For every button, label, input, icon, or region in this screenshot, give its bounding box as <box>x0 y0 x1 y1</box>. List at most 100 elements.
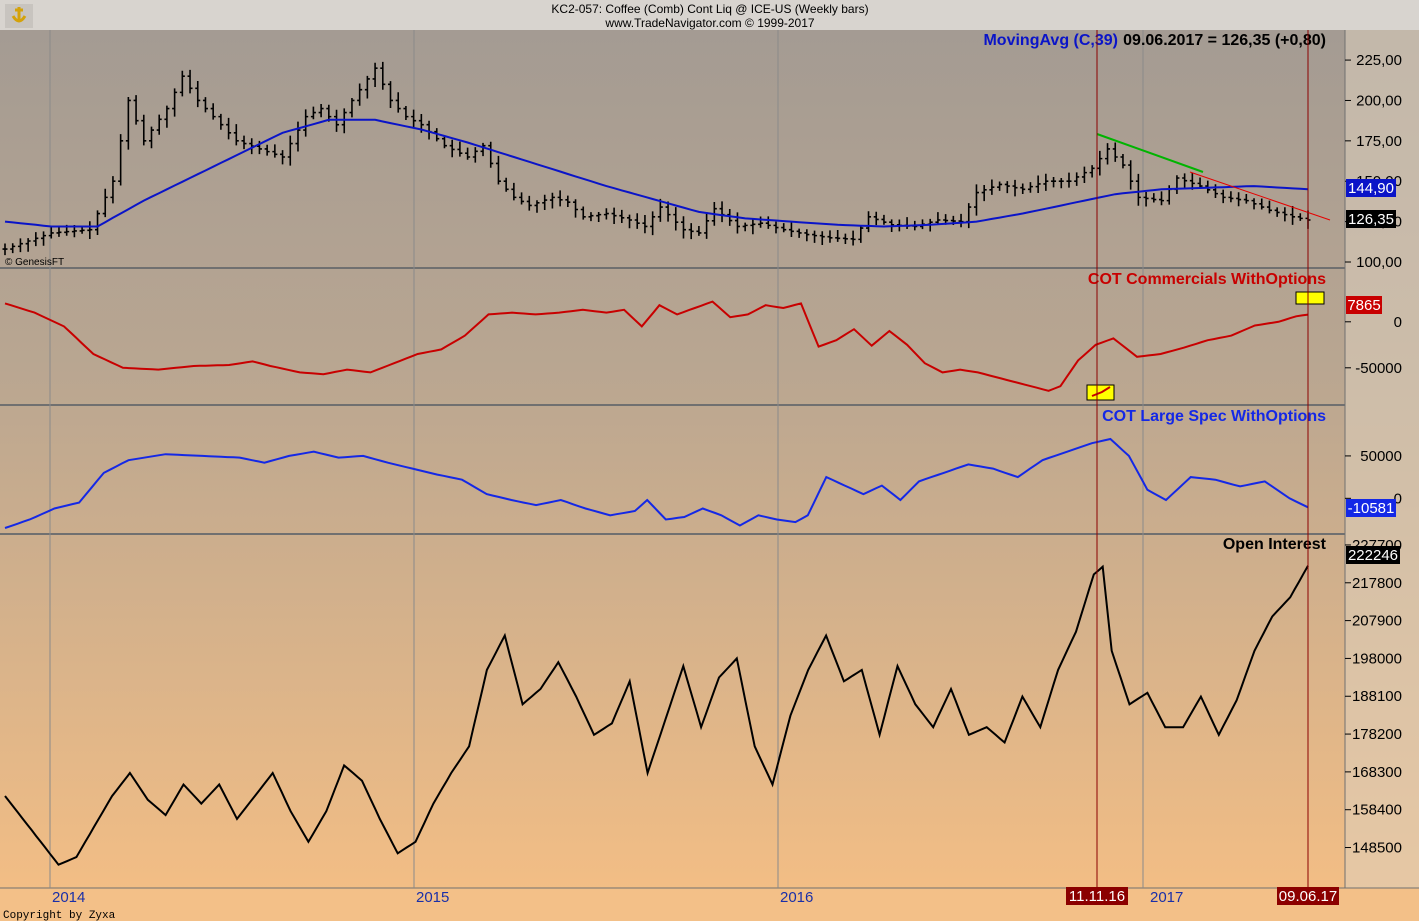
y-tick-label: 148500 <box>1352 840 1402 857</box>
price-bar <box>1081 166 1087 184</box>
copyright: Copyright by Zyxa <box>3 910 116 921</box>
price-bar <box>758 216 764 228</box>
ma-indicator-label: MovingAvg (C,39) <box>983 32 1118 49</box>
price-bar <box>1058 177 1064 189</box>
moving-average-line <box>4 118 1309 228</box>
price-bar <box>411 109 417 128</box>
price-bar <box>372 62 378 87</box>
price-bar <box>17 238 23 253</box>
price-bar <box>788 221 794 238</box>
price-bar <box>449 139 455 158</box>
price-bar <box>989 179 995 195</box>
price-bar <box>2 243 8 256</box>
price-bar <box>1135 173 1141 206</box>
price-bar <box>102 188 108 218</box>
price-bar <box>858 225 864 243</box>
year-separators <box>49 30 1144 888</box>
price-bar <box>997 181 1003 191</box>
price-bar <box>495 155 501 185</box>
price-bar <box>750 218 756 235</box>
price-bar <box>395 92 401 113</box>
price-bar <box>380 61 386 90</box>
chart-source: www.TradeNavigator.com © 1999-2017 <box>604 16 814 30</box>
price-bar <box>133 95 139 125</box>
price-bar <box>148 126 154 149</box>
price-bar <box>241 135 247 150</box>
price-bar <box>804 229 810 242</box>
oi-value-text: 222246 <box>1348 547 1398 564</box>
price-bar <box>1182 173 1188 190</box>
price-bar <box>33 232 39 247</box>
price-bar <box>1151 193 1157 203</box>
price-bar <box>812 230 818 243</box>
price-bar <box>781 223 787 233</box>
price-bar <box>10 243 16 254</box>
ma-value-text: 144,90 <box>1348 180 1394 197</box>
event-date-label-2: 09.06.17 <box>1279 888 1337 905</box>
y-tick-label: 178200 <box>1352 726 1402 743</box>
price-bar <box>842 233 848 244</box>
price-bar <box>480 142 486 157</box>
commercials-high-marker <box>1295 291 1325 305</box>
price-bar <box>511 182 517 201</box>
spec-value-text: -10581 <box>1348 500 1395 517</box>
x-axis-area <box>0 888 1419 921</box>
y-axis-area <box>1345 30 1419 888</box>
price-bar <box>1112 142 1118 162</box>
commercials-line <box>4 300 1309 392</box>
open-interest-label: Open Interest <box>1223 536 1327 553</box>
price-bar <box>187 69 193 94</box>
price-bar <box>1197 177 1203 189</box>
event-date-badge-1 <box>1066 887 1128 905</box>
price-bar <box>87 221 93 240</box>
price-bar <box>519 192 525 205</box>
price-readout: 09.06.2017 = 126,35 (+0,80) <box>1123 32 1326 49</box>
trendline-green <box>1096 133 1204 173</box>
price-value-badge <box>1346 210 1396 228</box>
price-bar <box>634 213 640 229</box>
open-interest-line <box>4 564 1309 866</box>
y-tick-label: 175,00 <box>1356 133 1402 150</box>
price-bar <box>1074 172 1080 186</box>
price-bar <box>1012 179 1018 197</box>
price-bar <box>179 70 185 97</box>
price-bar <box>665 201 671 222</box>
commercials-value-badge <box>1346 296 1382 314</box>
price-bar <box>48 226 54 239</box>
y-tick-label: 200,00 <box>1356 92 1402 109</box>
price-bar <box>25 238 31 252</box>
price-bar <box>95 210 101 235</box>
price-bar <box>503 177 509 192</box>
y-tick-label: -50000 <box>1355 360 1402 377</box>
price-bar <box>973 184 979 216</box>
price-bar <box>588 212 594 222</box>
price-bar <box>79 226 85 234</box>
price-bar <box>41 231 47 246</box>
price-bar <box>866 211 872 233</box>
price-bar <box>218 113 224 130</box>
y-tick-label: 198000 <box>1352 650 1402 667</box>
price-bar <box>1282 207 1288 222</box>
x-tick-2014: 2014 <box>52 889 85 906</box>
price-bar <box>141 114 147 146</box>
price-bar <box>488 141 494 168</box>
price-bar <box>534 200 540 213</box>
header-strip <box>0 0 1419 30</box>
price-bar <box>765 216 771 229</box>
price-bar <box>388 81 394 109</box>
price-bar <box>1089 165 1095 178</box>
price-bar <box>341 108 347 134</box>
price-bar <box>1243 193 1249 204</box>
price-bar <box>226 117 232 140</box>
y-tick-label: 100,00 <box>1356 254 1402 271</box>
y-tick-label: 225,00 <box>1356 52 1402 69</box>
price-bar <box>472 147 478 163</box>
price-bar <box>1259 198 1265 210</box>
price-bar <box>1105 143 1111 165</box>
price-bar <box>1035 175 1041 194</box>
price-bar <box>172 88 178 117</box>
price-bar <box>1128 160 1134 190</box>
price-bar <box>357 83 363 106</box>
price-bar <box>1220 189 1226 204</box>
